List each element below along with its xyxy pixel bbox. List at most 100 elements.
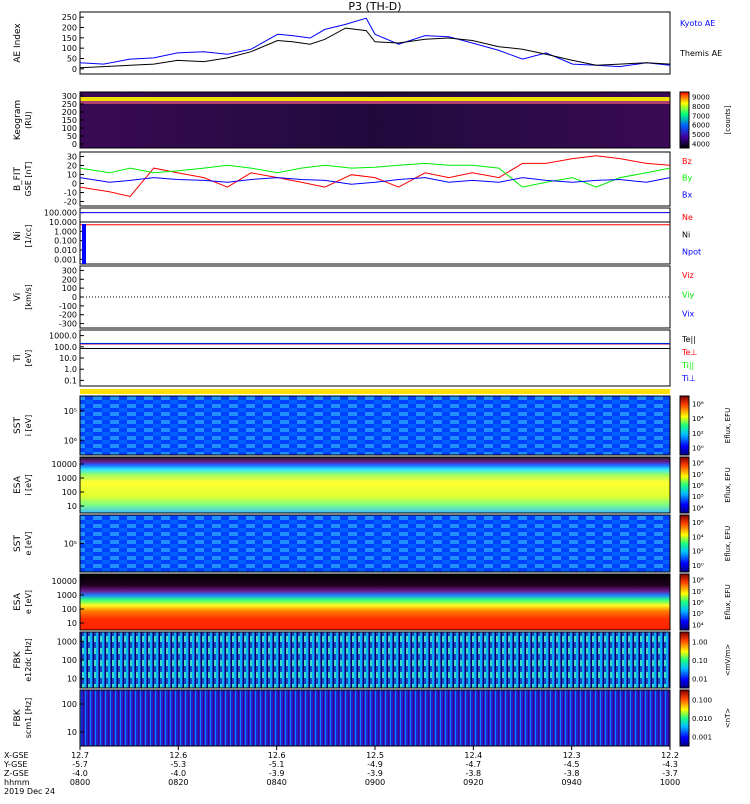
panel-ytick: 100	[62, 44, 77, 53]
footer-value: -4.7	[466, 760, 482, 769]
colorbar-tick: 6000	[692, 122, 710, 130]
colorbar-label: <nT>	[724, 708, 732, 729]
footer-value: 0940	[561, 778, 581, 787]
footer-row-label: Y-GSE	[3, 760, 27, 769]
footer-value: -4.0	[72, 769, 88, 778]
panel-ytick: 100	[62, 284, 77, 293]
colorbar-tick: 1.00	[692, 638, 708, 646]
panel-ytick: 0.010	[54, 246, 77, 255]
panel-ytick: 50	[67, 132, 77, 141]
panel-frame	[79, 395, 671, 456]
panel-frame	[79, 456, 671, 514]
panel-ytick: 0.1	[64, 376, 77, 385]
panel-ytick: 200	[62, 108, 77, 117]
panel-frame	[79, 329, 671, 387]
panel-ytick: 10⁵	[64, 540, 77, 549]
panel-ytick: 0	[72, 293, 77, 302]
panel-ytick: 10	[67, 675, 77, 684]
colorbar	[679, 573, 690, 631]
panel-ylabel: ESA	[13, 475, 23, 494]
panel-ytick: 1000	[57, 474, 77, 483]
legend-entry: Viy	[682, 290, 695, 299]
panel-ysublabel: e [eV]	[24, 531, 33, 555]
footer-value: 12.2	[661, 751, 679, 760]
panel-ysublabel: [eV]	[24, 350, 33, 367]
footer-value: 12.5	[366, 751, 384, 760]
panel-ylabel: Vi	[13, 293, 23, 301]
panel-ytick: 100.0	[54, 343, 77, 352]
panel-ytick: 150	[62, 116, 77, 125]
colorbar-tick: 10⁴	[692, 533, 704, 541]
legend-entry: Te⊥	[681, 348, 697, 357]
panel-ytick: -10	[64, 189, 77, 198]
panel-ytick: 10	[67, 728, 77, 737]
legend-entry: Ni	[682, 230, 690, 239]
colorbar-tick: 10⁴	[692, 415, 704, 423]
panel-ytick: 10.0	[59, 354, 77, 363]
panel-ytick: 250	[62, 13, 77, 22]
colorbar-tick: 10⁸	[692, 460, 704, 468]
legend-entry: Bz	[682, 157, 692, 166]
keogram-band	[80, 97, 670, 101]
panel-ytick: 0	[72, 180, 77, 189]
footer-value: -3.9	[367, 769, 383, 778]
panel-ysublabel: i [eV]	[24, 415, 33, 436]
panel-ylabel: AE Index	[13, 23, 23, 63]
panel-ytick: 100	[62, 605, 77, 614]
spectrogram-image	[80, 515, 670, 572]
colorbar-tick: 10⁵	[692, 610, 704, 618]
panel-ytick: 10⁶	[64, 436, 77, 445]
legend-entry: Ti||	[681, 361, 694, 370]
panel-ytick: 1.0	[64, 365, 77, 374]
panel-ytick: 20	[67, 162, 77, 171]
panel-ytick: 100	[62, 124, 77, 133]
legend-entry: Vix	[682, 310, 695, 319]
colorbar-tick: 10²	[692, 430, 704, 438]
panel-ytick: 10.000	[49, 218, 77, 227]
bfield-series-line	[79, 155, 671, 198]
footer-value: 0920	[463, 778, 483, 787]
legend-entry: Bx	[682, 190, 692, 199]
colorbar-tick: 10⁷	[692, 471, 704, 479]
colorbar-label: <mV/m>	[724, 644, 732, 677]
colorbar-label: Eflux, EFU	[724, 526, 732, 561]
colorbar-tick: 0.100	[692, 696, 712, 704]
colorbar-tick: 10⁶	[692, 400, 704, 408]
panel-ylabel: Ni	[13, 231, 23, 240]
footer-value: -5.3	[171, 760, 187, 769]
panel-ysublabel: [km/s]	[24, 284, 33, 310]
colorbar-tick: 0.10	[692, 657, 708, 665]
legend-entry: Npot	[682, 248, 701, 257]
colorbar-label: Eflux, EFU	[724, 584, 732, 619]
panel-ytick: 10000	[52, 577, 77, 586]
colorbar-tick: 7000	[692, 112, 710, 120]
panel-frame	[79, 573, 671, 631]
panel-ylabel: Keogram	[13, 100, 23, 140]
panel-ytick: 100	[62, 700, 77, 709]
colorbar-label: Eflux, EFU	[724, 408, 732, 443]
panel-ylabel: FBK	[13, 708, 23, 726]
colorbar	[679, 395, 690, 456]
footer-value: -3.8	[564, 769, 580, 778]
panel-ylabel: FBK	[13, 650, 23, 668]
panel-ytick: 1000.0	[49, 332, 77, 341]
panel-ysublabel: e12dc [Hz]	[24, 638, 33, 682]
footer-value: -5.7	[72, 760, 88, 769]
panel-ylabel: Ti	[13, 354, 23, 363]
colorbar	[679, 91, 690, 149]
colorbar-tick: 10⁷	[692, 588, 704, 596]
colorbar-tick: 10⁴	[692, 621, 704, 629]
footer-value: 12.7	[71, 751, 89, 760]
footer-value: -5.1	[269, 760, 285, 769]
panel-frame	[79, 11, 671, 75]
panel-ytick: 200	[62, 275, 77, 284]
footer-value: 12.3	[563, 751, 581, 760]
footer-value: 1000	[660, 778, 680, 787]
panel-ylabel: B_FIT	[13, 167, 23, 192]
panel-ytick: -100	[59, 302, 77, 311]
keogram-band	[80, 101, 670, 104]
footer-value: -4.0	[171, 769, 187, 778]
